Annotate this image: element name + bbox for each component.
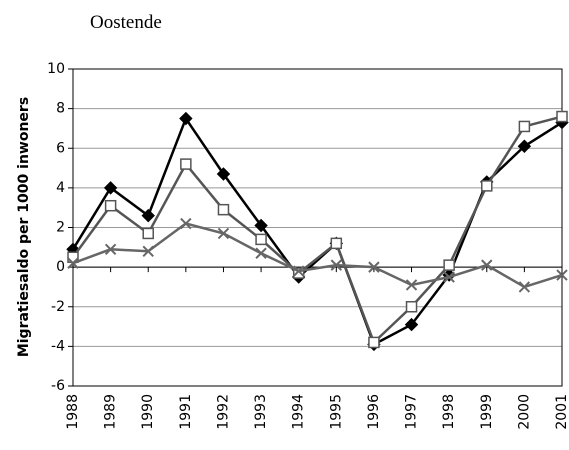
marker-x xyxy=(368,261,380,273)
x-tick-label: 1993 xyxy=(253,394,269,430)
marker-x xyxy=(255,247,267,259)
x-tick-label: 1997 xyxy=(404,394,420,430)
x-tick-label: 1999 xyxy=(479,394,495,430)
y-tick-label: 8 xyxy=(56,101,65,117)
marker-x xyxy=(443,271,455,283)
chart-title: Oostende xyxy=(90,12,162,33)
marker-x xyxy=(330,259,343,271)
marker-square xyxy=(368,336,380,349)
x-tick-label: 1995 xyxy=(328,394,344,430)
y-tick-label: 4 xyxy=(56,180,65,196)
y-tick-label: 10 xyxy=(47,61,65,77)
marker-x xyxy=(405,279,418,291)
y-tick-label: 6 xyxy=(56,140,65,156)
marker-square xyxy=(443,259,455,271)
x-tick-label: 1991 xyxy=(178,394,194,430)
marker-diamond xyxy=(254,218,268,233)
x-tick-label: 1992 xyxy=(215,394,231,430)
y-tick-label: -4 xyxy=(51,338,65,354)
marker-diamond xyxy=(517,139,532,153)
y-tick-label: -2 xyxy=(51,299,65,315)
marker-square xyxy=(292,267,305,279)
x-tick-label: 2001 xyxy=(554,394,569,430)
x-tick-label: 1989 xyxy=(103,394,119,430)
plot-border xyxy=(72,68,563,387)
marker-square xyxy=(556,110,568,123)
marker-square xyxy=(405,301,418,313)
marker-x xyxy=(292,265,305,277)
series-line xyxy=(71,115,563,345)
y-tick-label: 0 xyxy=(56,259,65,275)
marker-square xyxy=(217,203,230,216)
y-axis-label: Migratiesaldo per 1000 inwoners xyxy=(16,97,32,357)
series-line xyxy=(72,222,563,289)
marker-square xyxy=(142,227,154,240)
marker-diamond xyxy=(103,181,118,195)
marker-x xyxy=(217,227,230,240)
marker-square xyxy=(104,199,117,212)
x-tick-label: 1994 xyxy=(291,394,307,430)
marker-diamond xyxy=(141,208,155,223)
marker-x xyxy=(518,281,531,293)
marker-square xyxy=(255,233,267,246)
marker-x xyxy=(67,257,79,269)
marker-square xyxy=(330,237,343,250)
marker-diamond xyxy=(404,317,419,332)
x-tick-label: 2000 xyxy=(516,394,532,430)
y-tick-label: 2 xyxy=(56,220,65,236)
marker-square xyxy=(481,180,493,192)
marker-x xyxy=(142,245,154,257)
marker-x xyxy=(180,217,192,230)
marker-x xyxy=(481,259,493,271)
marker-square xyxy=(180,158,192,170)
x-tick-label: 1998 xyxy=(441,394,457,430)
x-tick-label: 1996 xyxy=(366,394,382,430)
x-tick-label: 1988 xyxy=(65,394,81,430)
y-tick-label: -6 xyxy=(51,378,65,394)
x-tick-label: 1990 xyxy=(140,394,156,430)
marker-diamond xyxy=(179,111,193,126)
marker-square xyxy=(518,120,531,133)
marker-x xyxy=(104,243,117,256)
marker-diamond xyxy=(216,167,231,181)
marker-x xyxy=(556,269,568,281)
